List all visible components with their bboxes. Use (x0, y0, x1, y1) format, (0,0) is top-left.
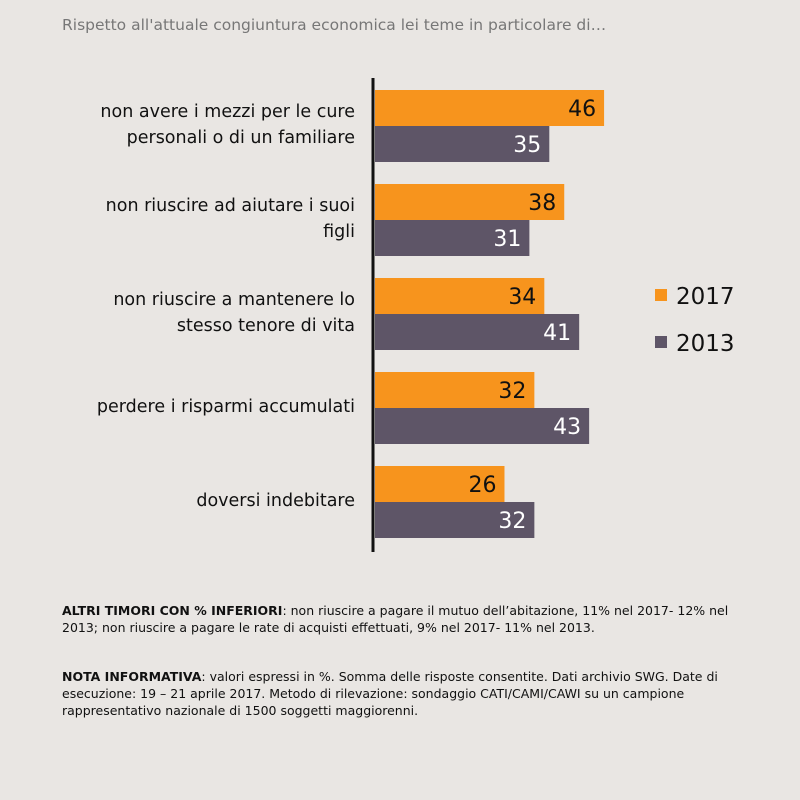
value-label: 38 (528, 191, 556, 216)
bar (375, 314, 580, 350)
note: NOTA INFORMATIVA: valori espressi in %. … (62, 668, 762, 719)
note-text: : valori espressi in %. Somma delle risp… (62, 669, 718, 718)
category-label: non avere i mezzi per le cure personali … (100, 102, 355, 148)
bar (375, 126, 550, 162)
value-label: 32 (498, 509, 526, 534)
note: ALTRI TIMORI CON % INFERIORI: non riusci… (62, 602, 762, 636)
value-label: 35 (513, 133, 541, 158)
note-label: ALTRI TIMORI CON % INFERIORI (62, 603, 283, 618)
value-label: 43 (553, 415, 581, 440)
category-label: non riuscire a mantenere lo stesso tenor… (113, 290, 355, 336)
chart-title: Rispetto all'attuale congiuntura economi… (62, 16, 607, 34)
bar (375, 408, 590, 444)
value-label: 34 (508, 285, 536, 310)
bar (375, 466, 505, 502)
bar (375, 278, 545, 314)
category-label: perdere i risparmi accumulati (96, 397, 355, 417)
legend-swatch (655, 336, 667, 348)
bar (375, 90, 605, 126)
legend-label: 2013 (676, 331, 735, 357)
note-label: NOTA INFORMATIVA (62, 669, 202, 684)
value-label: 26 (468, 473, 496, 498)
category-label: non riuscire ad aiutare i suoi figli (105, 196, 355, 242)
bar (375, 184, 565, 220)
value-label: 46 (568, 97, 596, 122)
bar (375, 220, 530, 256)
bar (375, 502, 535, 538)
value-label: 41 (543, 321, 571, 346)
value-label: 31 (493, 227, 521, 252)
bar (375, 372, 535, 408)
category-label: doversi indebitare (196, 491, 355, 511)
legend-label: 2017 (676, 284, 735, 310)
legend-swatch (655, 289, 667, 301)
value-label: 32 (498, 379, 526, 404)
note-text: : non riuscire a pagare il mutuo dell’ab… (62, 603, 729, 635)
